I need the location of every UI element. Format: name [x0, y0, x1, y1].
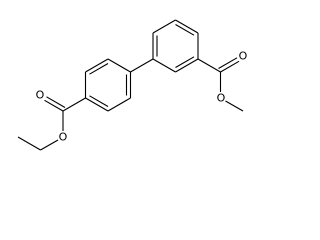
- bond: [130, 58, 154, 73]
- atom-label: O: [59, 131, 68, 144]
- bond-inner: [175, 56, 195, 68]
- bond: [46, 96, 66, 108]
- atom-label: O: [217, 92, 226, 105]
- bond: [85, 58, 109, 73]
- bond: [107, 58, 131, 73]
- bond: [17, 136, 41, 151]
- bond: [225, 100, 244, 112]
- bond: [175, 58, 199, 73]
- bond: [175, 19, 199, 34]
- bonds: [17, 19, 244, 151]
- structure-diagram: O O O O: [17, 19, 248, 151]
- bond: [152, 19, 176, 34]
- bond-inner: [175, 24, 195, 36]
- bond-inner: [89, 95, 109, 107]
- bond-inner: [89, 63, 109, 75]
- atom-label: O: [36, 89, 45, 102]
- bond: [40, 139, 59, 151]
- bond: [197, 58, 221, 73]
- bond: [85, 97, 109, 112]
- bond: [62, 97, 86, 112]
- page: O O O O (() => { const data = JSON.parse…: [17, 19, 248, 151]
- bond: [218, 57, 238, 69]
- bond: [220, 60, 240, 73]
- bond: [107, 97, 131, 112]
- bond: [152, 58, 176, 73]
- bond: [44, 99, 64, 112]
- atom-label: O: [239, 50, 248, 63]
